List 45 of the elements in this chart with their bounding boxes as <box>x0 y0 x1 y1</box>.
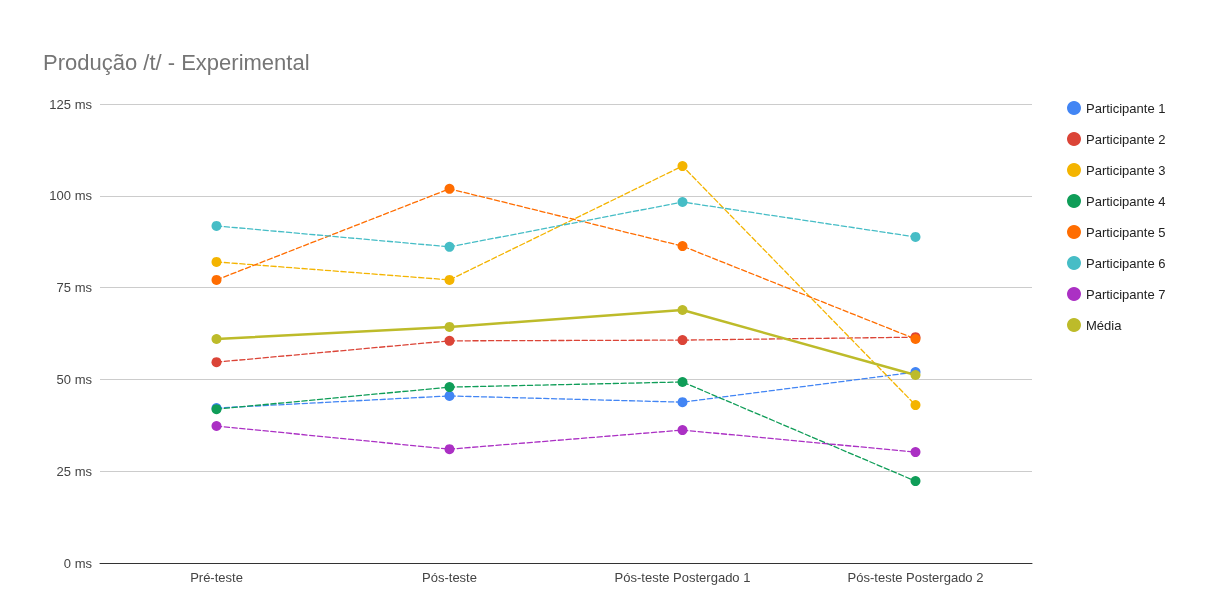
legend-label: Participante 4 <box>1086 193 1166 209</box>
legend-label: Participante 6 <box>1086 255 1166 271</box>
chart-title: Produção /t/ - Experimental <box>43 49 310 75</box>
point <box>444 274 455 285</box>
x-tick-label: Pré-teste <box>190 570 243 585</box>
point <box>444 321 455 332</box>
legend-label: Participante 5 <box>1086 224 1166 240</box>
point <box>211 421 222 432</box>
y-tick-label: 50 ms <box>56 371 93 387</box>
point <box>910 476 921 487</box>
x-tick-label: Pós-teste Postergado 1 <box>614 570 751 585</box>
legend-label: Média <box>1086 317 1123 333</box>
y-tick-label: 25 ms <box>56 463 93 479</box>
point <box>910 400 921 411</box>
point <box>677 397 688 408</box>
point <box>677 197 688 208</box>
point <box>677 376 688 387</box>
x-tick-label: Pós-teste <box>422 570 477 585</box>
point <box>211 220 222 231</box>
point <box>444 241 455 252</box>
point <box>677 425 688 436</box>
y-tick-label: 75 ms <box>56 280 93 296</box>
y-tick-label: 100 ms <box>49 188 93 204</box>
point <box>677 161 688 172</box>
point <box>444 390 455 401</box>
y-tick-label: 125 ms <box>49 96 93 112</box>
point <box>677 305 688 315</box>
point <box>677 241 688 252</box>
point <box>444 382 455 393</box>
point <box>211 357 222 368</box>
point <box>211 274 222 285</box>
point <box>211 256 222 267</box>
point <box>677 335 688 346</box>
point <box>444 335 455 346</box>
point <box>444 183 455 194</box>
point <box>444 444 455 455</box>
point <box>910 447 921 458</box>
legend-label: Participante 1 <box>1086 100 1166 116</box>
x-tick-label: Pós-teste Postergado 2 <box>847 570 984 585</box>
y-tick-label: 0 ms <box>63 555 93 571</box>
legend-label: Participante 3 <box>1086 162 1166 178</box>
legend-label: Participante 7 <box>1086 286 1166 302</box>
point <box>910 231 921 242</box>
legend-label: Participante 2 <box>1086 131 1166 147</box>
point <box>211 334 222 345</box>
